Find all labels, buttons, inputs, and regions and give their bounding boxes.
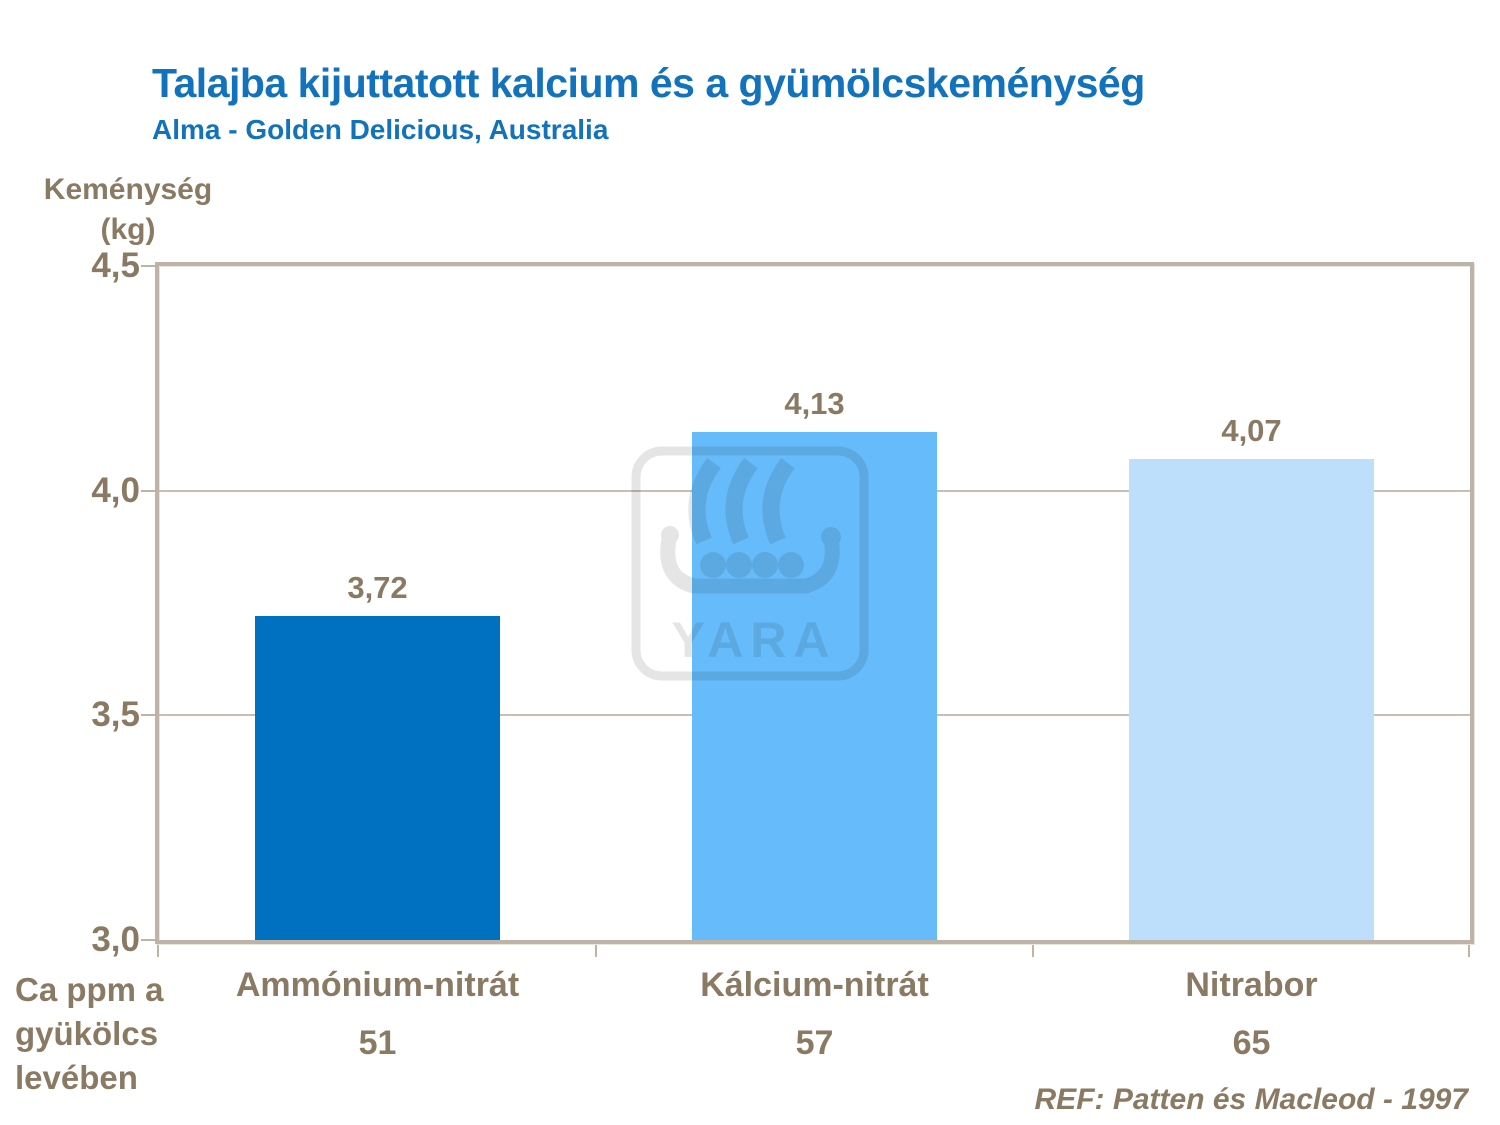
bar-value-label: 4,13	[784, 386, 845, 421]
x-axis-caption-line3: levében	[15, 1059, 138, 1096]
y-axis-title-line1: Keménység	[43, 173, 213, 206]
plot-area: 3,72 4,13 4,07	[155, 262, 1474, 944]
y-tick-label: 3,0	[91, 920, 140, 959]
x-category-kalcium-nitrat: Kálcium-nitrát 57	[596, 966, 1033, 1063]
x-category-ammonium-nitrat: Ammónium-nitrát 51	[159, 966, 596, 1063]
x-axis-caption-line2: gyükölcs	[15, 1015, 159, 1052]
y-tick-mark	[141, 939, 155, 941]
svg-text:YARA: YARA	[671, 612, 836, 668]
bar-value-label: 3,72	[347, 570, 408, 605]
y-axis-title: Keménység (kg)	[8, 170, 248, 250]
x-axis-caption: Ca ppm a gyükölcs levében	[15, 968, 164, 1100]
chart-subtitle: Alma - Golden Delicious, Australia	[152, 114, 609, 145]
x-tick-mark	[595, 944, 597, 957]
x-category-nitrabor: Nitrabor 65	[1033, 966, 1470, 1063]
category-ca-ppm: 65	[1232, 1024, 1271, 1062]
y-axis-title-line2: (kg)	[100, 213, 156, 246]
y-tick-mark	[141, 265, 155, 267]
yara-logo-watermark: YARA	[630, 445, 870, 687]
category-ca-ppm: 57	[795, 1024, 834, 1062]
y-tick-label: 4,0	[91, 470, 140, 510]
viking-ship-icon: YARA	[631, 446, 869, 681]
reference-citation: REF: Patten és Macleod - 1997	[1034, 1083, 1468, 1116]
category-name: Nitrabor	[1185, 966, 1318, 1004]
x-tick-mark	[1032, 944, 1034, 957]
y-tick-label: 4,5	[91, 246, 140, 285]
x-axis-caption-line1: Ca ppm a	[15, 971, 164, 1008]
y-tick-mark	[141, 714, 155, 717]
category-name: Ammónium-nitrát	[235, 966, 520, 1004]
bar-nitrabor	[1129, 459, 1374, 940]
x-tick-mark	[1468, 944, 1470, 957]
x-tick-mark	[157, 944, 159, 957]
category-name: Kálcium-nitrát	[700, 966, 929, 1004]
y-tick-mark	[141, 489, 155, 492]
bar-value-label: 4,07	[1221, 413, 1282, 448]
y-tick-label: 3,5	[91, 695, 140, 735]
chart-title: Talajba kijuttatott kalcium és a gyümölc…	[152, 60, 1145, 106]
category-ca-ppm: 51	[358, 1024, 397, 1062]
bar-ammonium-nitrat	[255, 616, 500, 940]
